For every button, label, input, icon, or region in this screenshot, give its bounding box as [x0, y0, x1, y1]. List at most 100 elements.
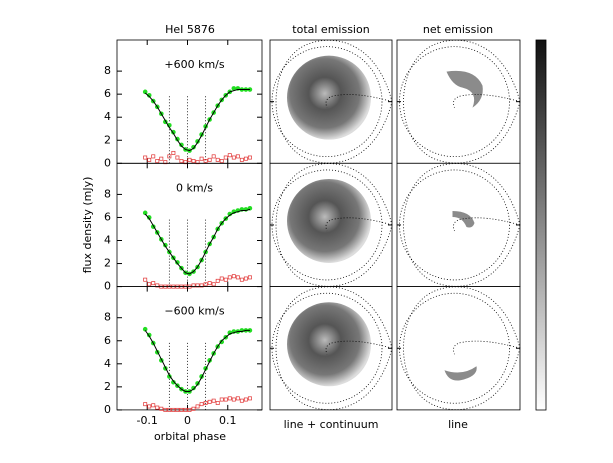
residual-point	[231, 274, 236, 279]
x-tick-label: -0.1	[136, 414, 157, 427]
map-frame	[396, 162, 521, 288]
residual-point	[203, 282, 208, 287]
residual-point	[151, 281, 156, 286]
residual-point	[191, 159, 196, 163]
residual-point	[247, 275, 252, 280]
residual-point	[243, 156, 248, 161]
residual-point	[151, 403, 156, 408]
y-tick-label: 6	[104, 334, 111, 347]
data-point	[231, 86, 237, 91]
residual-point	[223, 155, 228, 160]
residual-point	[203, 159, 208, 163]
emission-map	[444, 366, 477, 381]
residual-point	[203, 401, 208, 405]
residual-point	[211, 154, 216, 159]
residual-point	[159, 406, 164, 411]
colorbar	[535, 39, 547, 411]
residual-point	[167, 154, 172, 159]
y-tick-label: 4	[104, 234, 111, 247]
y-tick-label: 6	[104, 210, 111, 223]
residual-point	[195, 404, 200, 409]
roche-lobe	[275, 163, 393, 287]
y-tick-label: 4	[104, 357, 111, 370]
residual-point	[199, 283, 204, 288]
residual-point	[147, 157, 152, 162]
residual-point	[155, 159, 160, 163]
residual-point	[143, 277, 148, 282]
residual-point	[227, 275, 232, 280]
residual-point	[219, 159, 224, 163]
residual-point	[231, 155, 236, 160]
roche-lobe	[275, 286, 393, 410]
residual-point	[227, 153, 232, 158]
residual-point	[163, 407, 168, 412]
residual-point	[199, 156, 204, 161]
residual-point	[199, 402, 204, 407]
residual-point	[235, 154, 240, 159]
residual-point	[207, 399, 212, 404]
roche-lobe	[275, 39, 393, 164]
map-frame	[396, 39, 521, 164]
residual-point	[235, 275, 240, 280]
residual-point	[207, 281, 212, 286]
data-point	[191, 385, 196, 391]
residual-point	[191, 406, 196, 411]
column-title: net emission	[423, 23, 493, 36]
x-axis-label: orbital phase	[154, 430, 226, 443]
y-tick-label: 8	[104, 64, 111, 77]
disk-outline	[271, 292, 383, 404]
residual-point	[223, 397, 228, 402]
data-point	[142, 326, 148, 332]
residual-point	[155, 283, 160, 288]
column-footer: line	[448, 418, 468, 431]
data-point	[146, 93, 152, 98]
residual-point	[195, 160, 200, 165]
residual-point	[235, 396, 240, 401]
residual-point	[211, 398, 216, 403]
residual-point	[147, 404, 152, 409]
emission-map	[452, 210, 475, 228]
residual-point	[183, 407, 188, 412]
residual-point	[207, 157, 212, 162]
residual-point	[195, 283, 200, 288]
residual-point	[159, 156, 164, 161]
column-title: HeI 5876	[165, 23, 215, 36]
column-title: total emission	[292, 23, 369, 36]
roche-lobe	[403, 286, 521, 410]
model-line	[144, 89, 250, 152]
data-point	[142, 210, 148, 216]
data-point	[227, 211, 233, 217]
y-tick-label: 8	[104, 311, 111, 324]
residual-point	[143, 155, 148, 160]
residual-point	[223, 277, 228, 282]
residual-point	[155, 405, 160, 410]
stream	[325, 94, 393, 108]
residual-point	[171, 150, 176, 155]
data-point	[146, 215, 152, 220]
stream	[325, 217, 393, 232]
disk-outline	[399, 292, 510, 404]
y-tick-label: 4	[104, 110, 111, 123]
residual-point	[227, 396, 232, 401]
residual-point	[187, 157, 192, 162]
residual-point	[175, 155, 180, 160]
x-tick-label: 0.1	[219, 414, 237, 427]
residual-point	[191, 283, 196, 288]
residual-point	[167, 407, 172, 412]
model-line	[144, 208, 251, 275]
y-tick-label: 0	[104, 403, 111, 416]
residual-point	[163, 160, 168, 165]
residual-point	[243, 397, 248, 402]
residual-point	[231, 397, 236, 402]
map-frame	[396, 286, 521, 411]
residual-point	[219, 397, 224, 402]
disk-outline	[399, 46, 510, 158]
panel-annotation: −600 km/s	[164, 305, 225, 318]
y-tick-label: 0	[104, 280, 111, 293]
y-tick-label: 2	[104, 133, 111, 146]
panel-annotation: 0 km/s	[176, 181, 213, 194]
disk-outline	[271, 169, 383, 281]
y-tick-label: 0	[104, 156, 111, 169]
residual-point	[239, 277, 244, 282]
